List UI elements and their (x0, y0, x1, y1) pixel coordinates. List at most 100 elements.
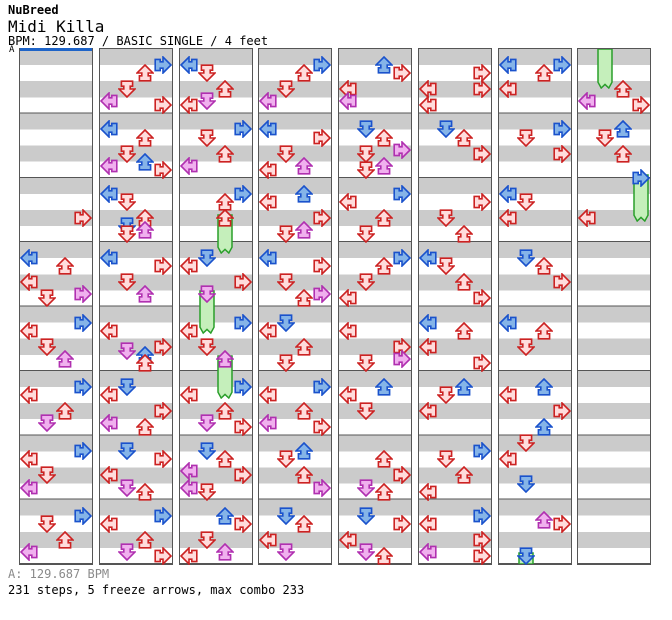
note-arrow-left-icon (20, 478, 38, 497)
note-arrow-up-icon (135, 530, 154, 549)
note-arrow-down-icon (357, 478, 375, 497)
note-arrow-left-icon (179, 257, 198, 276)
note-arrow-left-icon (498, 208, 517, 227)
note-arrow-up-icon (215, 208, 234, 227)
note-arrow-up-icon (215, 542, 234, 561)
note-arrow-left-icon (179, 386, 198, 405)
note-arrow-right-icon (393, 466, 411, 485)
note-arrow-right-icon (74, 313, 92, 332)
note-arrow-right-icon (313, 377, 332, 396)
note-arrow-down-icon (357, 354, 375, 372)
note-arrow-up-icon (135, 64, 154, 82)
note-arrow-right-icon (393, 249, 411, 268)
note-arrow-up-icon (135, 128, 154, 147)
note-arrow-down-icon (516, 128, 535, 147)
note-arrow-up-icon (375, 482, 393, 501)
note-arrow-down-icon (117, 225, 136, 244)
note-arrow-down-icon (277, 273, 296, 292)
note-arrow-down-icon (117, 543, 136, 561)
chart-column (577, 48, 652, 565)
note-arrow-up-icon (135, 482, 154, 501)
note-arrow-down-icon (277, 313, 296, 332)
note-arrow-up-icon (375, 450, 393, 468)
footer-bpm-line: A: 129.687 BPM (8, 567, 110, 581)
note-arrow-up-icon (375, 257, 393, 275)
note-arrow-left-icon (99, 514, 118, 533)
note-arrow-up-icon (454, 273, 473, 291)
song-title: Midi Killa (8, 17, 105, 36)
note-arrow-down-icon (516, 434, 535, 453)
note-arrow-up-icon (375, 546, 393, 565)
note-arrow-left-icon (20, 321, 38, 340)
note-arrow-left-icon (99, 249, 118, 268)
note-arrow-left-icon (20, 386, 38, 405)
note-arrow-left-icon (498, 56, 517, 75)
note-arrow-right-icon (154, 160, 172, 179)
note-arrow-right-icon (74, 208, 92, 227)
note-arrow-down-icon (117, 442, 136, 461)
note-arrow-left-icon (179, 56, 198, 75)
note-arrow-up-icon (534, 510, 553, 529)
note-arrow-down-icon (38, 466, 56, 485)
note-arrow-up-icon (295, 402, 314, 420)
note-arrow-up-icon (135, 152, 154, 171)
note-arrow-up-icon (295, 64, 314, 82)
note-arrow-left-icon (339, 386, 357, 405)
note-arrow-down-icon (516, 474, 535, 493)
note-arrow-up-icon (454, 466, 473, 485)
freeze-arrow-body (633, 174, 649, 222)
note-arrow-up-icon (295, 184, 314, 203)
note-arrow-right-icon (313, 418, 332, 437)
note-arrow-up-icon (295, 442, 314, 460)
note-arrow-down-icon (117, 273, 136, 292)
note-arrow-left-icon (498, 184, 517, 203)
note-arrow-right-icon (473, 144, 491, 163)
note-arrow-up-icon (614, 144, 633, 163)
note-arrow-up-icon (534, 321, 553, 340)
note-arrow-up-icon (215, 80, 234, 98)
note-arrow-left-icon (99, 466, 118, 485)
note-arrow-down-icon (277, 507, 296, 525)
note-arrow-up-icon (534, 64, 553, 82)
note-arrow-down-icon (197, 531, 216, 549)
note-arrow-down-icon (197, 285, 216, 304)
note-arrow-down-icon (197, 442, 216, 461)
app-title: NuBreed (8, 3, 59, 17)
note-arrow-right-icon (552, 514, 571, 533)
freeze-arrow-body (597, 49, 613, 90)
note-arrow-left-icon (99, 156, 118, 175)
note-arrow-down-icon (516, 547, 535, 565)
note-arrow-up-icon (614, 120, 633, 139)
note-arrow-left-icon (179, 156, 198, 175)
note-arrow-right-icon (473, 506, 491, 525)
note-arrow-up-icon (56, 530, 74, 549)
note-arrow-left-icon (259, 530, 277, 549)
note-arrow-down-icon (38, 289, 56, 308)
note-arrow-up-icon (534, 377, 553, 396)
note-arrow-right-icon (233, 377, 252, 396)
note-arrow-right-icon (74, 285, 92, 304)
note-arrow-left-icon (20, 542, 38, 561)
note-arrow-right-icon (393, 514, 411, 533)
note-arrow-left-icon (179, 321, 198, 340)
note-arrow-right-icon (313, 285, 332, 304)
note-arrow-left-icon (259, 120, 277, 139)
note-arrow-right-icon (313, 208, 332, 227)
note-arrow-left-icon (20, 249, 38, 268)
note-arrow-right-icon (313, 56, 332, 75)
bpm-section-marker: A (9, 45, 15, 55)
note-arrow-left-icon (99, 120, 118, 139)
note-arrow-up-icon (295, 466, 314, 485)
note-arrow-down-icon (277, 354, 296, 372)
chart-column (19, 48, 93, 565)
freeze-arrow-body (198, 290, 215, 335)
note-arrow-down-icon (117, 145, 136, 163)
song-meta: BPM: 129.687 / BASIC SINGLE / 4 feet (8, 34, 269, 48)
note-arrow-down-icon (117, 80, 136, 99)
note-arrow-left-icon (498, 386, 517, 405)
note-arrow-up-icon (295, 221, 314, 239)
chart-column (497, 48, 572, 565)
note-arrow-up-icon (375, 208, 393, 227)
note-arrow-right-icon (473, 353, 491, 372)
note-arrow-left-icon (418, 402, 437, 421)
